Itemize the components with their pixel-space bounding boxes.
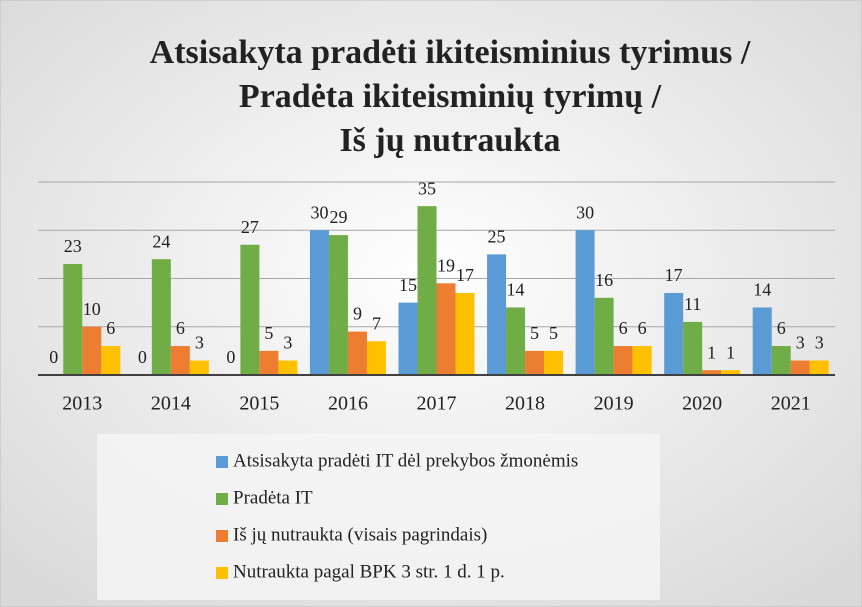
data-label: 17 xyxy=(665,265,683,285)
x-tick-label: 2019 xyxy=(594,393,634,415)
bar xyxy=(575,230,595,375)
bar xyxy=(417,206,437,375)
bar xyxy=(347,331,367,375)
bar xyxy=(82,326,102,375)
legend-label: Pradėta IT xyxy=(233,487,313,508)
data-label: 29 xyxy=(329,207,347,227)
bar xyxy=(664,292,684,375)
bar xyxy=(101,346,121,375)
bar xyxy=(398,302,418,375)
bar xyxy=(189,360,209,375)
data-label: 0 xyxy=(226,347,235,367)
bar xyxy=(790,360,810,375)
legend-swatch xyxy=(216,456,228,468)
bar xyxy=(594,297,614,375)
bar xyxy=(809,360,829,375)
legend-label: Atsisakyta pradėti IT dėl prekybos žmonė… xyxy=(233,450,578,471)
data-label: 14 xyxy=(753,280,771,300)
data-label: 30 xyxy=(576,202,594,222)
data-label: 0 xyxy=(138,347,147,367)
x-tick-label: 2018 xyxy=(505,393,545,415)
data-label: 6 xyxy=(176,318,185,338)
data-label: 3 xyxy=(283,333,292,353)
data-label: 3 xyxy=(195,333,204,353)
data-label: 5 xyxy=(264,323,273,343)
data-label: 6 xyxy=(777,318,786,338)
data-label: 3 xyxy=(796,333,805,353)
data-label: 24 xyxy=(152,231,170,251)
chart-title: Iš jų nutraukta xyxy=(339,122,560,159)
data-label: 23 xyxy=(64,236,82,256)
data-label: 16 xyxy=(595,270,613,290)
bar xyxy=(506,307,526,375)
data-label: 6 xyxy=(106,318,115,338)
bar xyxy=(683,321,703,375)
bar xyxy=(278,360,298,375)
bar xyxy=(632,346,652,375)
bar xyxy=(721,370,741,375)
bar xyxy=(170,346,190,375)
bar xyxy=(525,350,545,375)
legend-label: Nutraukta pagal BPK 3 str. 1 d. 1 p. xyxy=(233,561,505,582)
x-tick-label: 2013 xyxy=(62,393,102,415)
bar xyxy=(328,235,348,375)
legend-swatch xyxy=(216,567,228,579)
bar xyxy=(309,230,329,375)
data-label: 0 xyxy=(49,347,58,367)
data-label: 25 xyxy=(488,227,506,247)
data-label: 27 xyxy=(241,217,259,237)
legend-swatch xyxy=(216,530,228,542)
data-label: 10 xyxy=(83,299,101,319)
legend-swatch xyxy=(216,493,228,505)
x-tick-label: 2020 xyxy=(682,393,722,415)
data-label: 3 xyxy=(815,333,824,353)
bar xyxy=(771,346,791,375)
bar xyxy=(613,346,633,375)
legend-box xyxy=(97,434,660,600)
data-label: 17 xyxy=(456,265,474,285)
bar xyxy=(702,370,722,375)
data-label: 15 xyxy=(399,275,417,295)
x-tick-label: 2021 xyxy=(771,393,811,415)
data-label: 5 xyxy=(549,323,558,343)
data-label: 7 xyxy=(372,313,381,333)
data-label: 30 xyxy=(310,202,328,222)
data-label: 1 xyxy=(726,342,735,362)
data-label: 19 xyxy=(437,255,455,275)
bar xyxy=(455,292,475,375)
data-label: 6 xyxy=(638,318,647,338)
data-label: 35 xyxy=(418,178,436,198)
bar xyxy=(63,264,83,375)
legend-label: Iš jų nutraukta (visais pagrindais) xyxy=(233,524,487,545)
x-tick-label: 2015 xyxy=(239,393,279,415)
bar xyxy=(544,350,564,375)
chart-title: Atsisakyta pradėti ikiteisminius tyrimus… xyxy=(150,34,751,71)
bar xyxy=(259,350,279,375)
chart-title: Pradėta ikiteisminių tyrimų / xyxy=(239,78,662,115)
bar xyxy=(436,283,456,375)
data-label: 9 xyxy=(353,304,362,324)
x-tick-label: 2016 xyxy=(328,393,368,415)
data-label: 11 xyxy=(684,294,701,314)
data-label: 14 xyxy=(507,280,525,300)
bar xyxy=(151,259,171,375)
x-tick-label: 2017 xyxy=(417,393,457,415)
bar xyxy=(752,307,772,375)
data-label: 6 xyxy=(619,318,628,338)
x-tick-label: 2014 xyxy=(151,393,191,415)
data-label: 5 xyxy=(530,323,539,343)
bar xyxy=(487,254,507,375)
data-label: 1 xyxy=(707,342,716,362)
bar xyxy=(240,244,260,375)
bar xyxy=(366,341,386,375)
